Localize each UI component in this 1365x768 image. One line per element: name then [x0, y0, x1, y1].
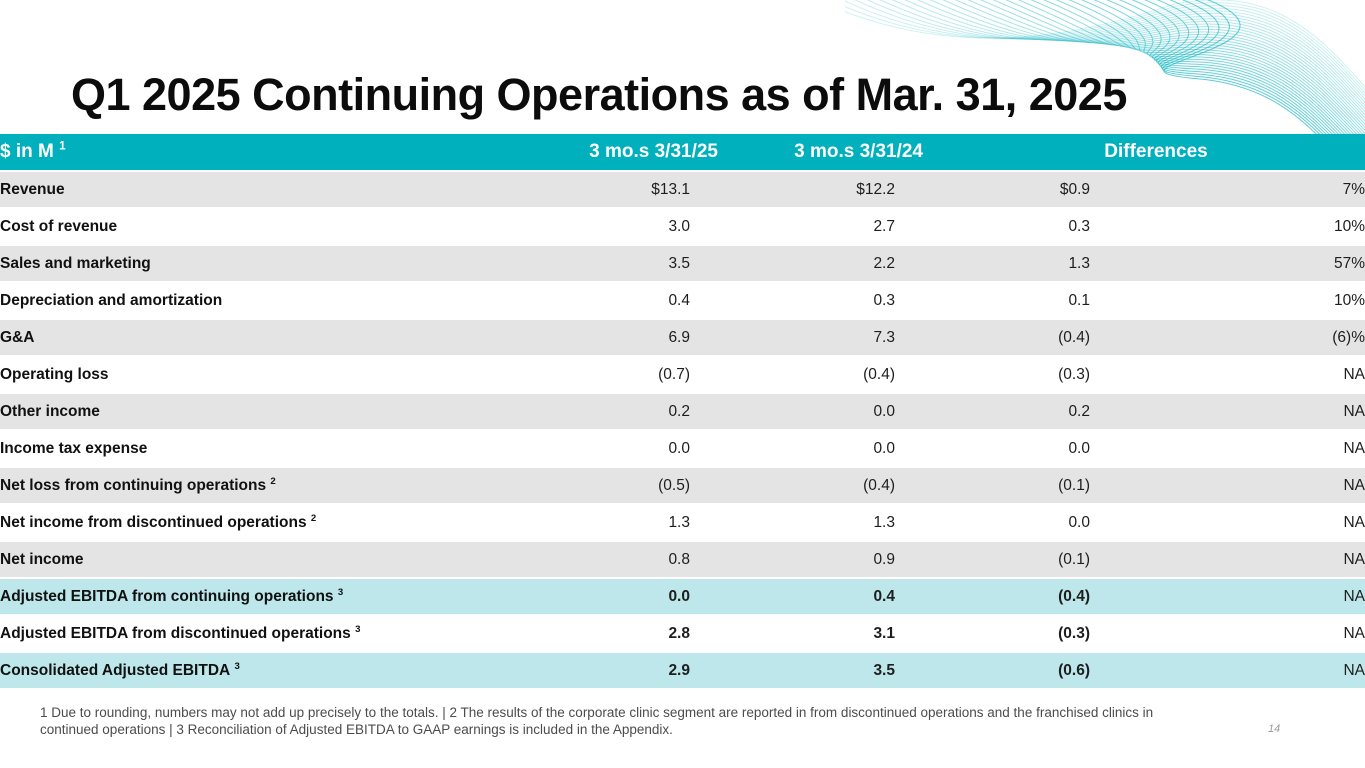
table-row: Revenue $13.1 $12.2 $0.9 7% [0, 171, 1365, 208]
value-cell-diff-amount: 0.2 [895, 393, 1090, 430]
row-label-cell: Sales and marketing [0, 245, 505, 282]
value-cell-q1-24: 0.3 [690, 282, 895, 319]
value-cell-q1-24: $12.2 [690, 171, 895, 208]
table-row: Cost of revenue 3.0 2.7 0.3 10% [0, 208, 1365, 245]
table-row: Depreciation and amortization 0.4 0.3 0.… [0, 282, 1365, 319]
header-cell-differences: Differences [895, 134, 1365, 172]
table-row: Consolidated Adjusted EBITDA 3 2.9 3.5 (… [0, 652, 1365, 689]
table-row: Other income 0.2 0.0 0.2 NA [0, 393, 1365, 430]
value-cell-q1-24: 3.1 [690, 615, 895, 652]
value-cell-diff-percent: NA [1090, 578, 1365, 615]
row-label-cell: Cost of revenue [0, 208, 505, 245]
row-label-cell: Operating loss [0, 356, 505, 393]
page-title: Q1 2025 Continuing Operations as of Mar.… [71, 69, 1127, 120]
value-cell-diff-amount: 0.0 [895, 430, 1090, 467]
row-label-cell: Adjusted EBITDA from continuing operatio… [0, 578, 505, 615]
header-cell-units: $ in M 1 [0, 134, 505, 172]
table-row: G&A 6.9 7.3 (0.4) (6)% [0, 319, 1365, 356]
value-cell-diff-amount: (0.1) [895, 467, 1090, 504]
value-cell-diff-amount: (0.4) [895, 578, 1090, 615]
table-row: Income tax expense 0.0 0.0 0.0 NA [0, 430, 1365, 467]
value-cell-diff-amount: (0.1) [895, 541, 1090, 578]
value-cell-diff-percent: NA [1090, 430, 1365, 467]
value-cell-q1-24: 7.3 [690, 319, 895, 356]
value-cell-diff-percent: NA [1090, 356, 1365, 393]
row-label-cell: Revenue [0, 171, 505, 208]
value-cell-q1-25: 3.0 [505, 208, 690, 245]
value-cell-q1-24: 0.9 [690, 541, 895, 578]
table-row: Adjusted EBITDA from continuing operatio… [0, 578, 1365, 615]
value-cell-q1-25: (0.7) [505, 356, 690, 393]
value-cell-diff-amount: 1.3 [895, 245, 1090, 282]
value-cell-diff-percent: NA [1090, 615, 1365, 652]
row-label-cell: Adjusted EBITDA from discontinued operat… [0, 615, 505, 652]
value-cell-q1-25: 2.8 [505, 615, 690, 652]
value-cell-diff-percent: NA [1090, 541, 1365, 578]
value-cell-diff-amount: (0.3) [895, 615, 1090, 652]
value-cell-diff-amount: $0.9 [895, 171, 1090, 208]
value-cell-q1-24: (0.4) [690, 356, 895, 393]
footnote-line-2: continued operations | 3 Reconciliation … [40, 722, 673, 738]
value-cell-diff-amount: 0.1 [895, 282, 1090, 319]
value-cell-diff-percent: NA [1090, 504, 1365, 541]
value-cell-diff-percent: 10% [1090, 282, 1365, 319]
footnote-line-1: 1 Due to rounding, numbers may not add u… [40, 705, 1154, 720]
value-cell-diff-percent: NA [1090, 393, 1365, 430]
footnotes: 1 Due to rounding, numbers may not add u… [40, 704, 1260, 739]
value-cell-q1-25: 0.4 [505, 282, 690, 319]
value-cell-q1-24: 1.3 [690, 504, 895, 541]
value-cell-q1-25: 6.9 [505, 319, 690, 356]
value-cell-q1-24: 0.0 [690, 430, 895, 467]
table-header-row: $ in M 1 3 mo.s 3/31/25 3 mo.s 3/31/24 D… [0, 134, 1365, 172]
value-cell-q1-24: 2.2 [690, 245, 895, 282]
row-label-cell: Net loss from continuing operations 2 [0, 467, 505, 504]
value-cell-diff-percent: 7% [1090, 171, 1365, 208]
table-row: Net income 0.8 0.9 (0.1) NA [0, 541, 1365, 578]
value-cell-q1-24: 2.7 [690, 208, 895, 245]
header-cell-q1-24: 3 mo.s 3/31/24 [690, 134, 923, 172]
units-superscript: 1 [59, 139, 66, 153]
value-cell-q1-25: $13.1 [505, 171, 690, 208]
value-cell-q1-25: 1.3 [505, 504, 690, 541]
table-row: Adjusted EBITDA from discontinued operat… [0, 615, 1365, 652]
value-cell-q1-24: 3.5 [690, 652, 895, 689]
value-cell-q1-25: 0.0 [505, 430, 690, 467]
value-cell-diff-percent: NA [1090, 652, 1365, 689]
value-cell-diff-percent: NA [1090, 467, 1365, 504]
row-label-cell: Income tax expense [0, 430, 505, 467]
table-row: Operating loss (0.7) (0.4) (0.3) NA [0, 356, 1365, 393]
value-cell-diff-amount: (0.4) [895, 319, 1090, 356]
row-label-cell: Net income [0, 541, 505, 578]
value-cell-q1-25: 2.9 [505, 652, 690, 689]
page-number: 14 [1268, 723, 1281, 735]
row-label-cell: Depreciation and amortization [0, 282, 505, 319]
value-cell-diff-amount: 0.3 [895, 208, 1090, 245]
value-cell-diff-percent: 10% [1090, 208, 1365, 245]
value-cell-q1-25: (0.5) [505, 467, 690, 504]
value-cell-diff-percent: 57% [1090, 245, 1365, 282]
value-cell-diff-percent: (6)% [1090, 319, 1365, 356]
value-cell-q1-24: (0.4) [690, 467, 895, 504]
financials-table: $ in M 1 3 mo.s 3/31/25 3 mo.s 3/31/24 D… [0, 134, 1365, 690]
value-cell-diff-amount: (0.6) [895, 652, 1090, 689]
table-row: Net income from discontinued operations … [0, 504, 1365, 541]
table-row: Sales and marketing 3.5 2.2 1.3 57% [0, 245, 1365, 282]
value-cell-q1-25: 3.5 [505, 245, 690, 282]
value-cell-diff-amount: 0.0 [895, 504, 1090, 541]
value-cell-q1-25: 0.2 [505, 393, 690, 430]
value-cell-q1-24: 0.0 [690, 393, 895, 430]
units-label: $ in M [0, 141, 54, 162]
row-label-cell: Consolidated Adjusted EBITDA 3 [0, 652, 505, 689]
value-cell-q1-25: 0.8 [505, 541, 690, 578]
row-label-cell: Other income [0, 393, 505, 430]
header-cell-q1-25: 3 mo.s 3/31/25 [505, 134, 718, 172]
value-cell-q1-25: 0.0 [505, 578, 690, 615]
row-label-cell: G&A [0, 319, 505, 356]
value-cell-diff-amount: (0.3) [895, 356, 1090, 393]
value-cell-q1-24: 0.4 [690, 578, 895, 615]
row-label-cell: Net income from discontinued operations … [0, 504, 505, 541]
table-row: Net loss from continuing operations 2 (0… [0, 467, 1365, 504]
